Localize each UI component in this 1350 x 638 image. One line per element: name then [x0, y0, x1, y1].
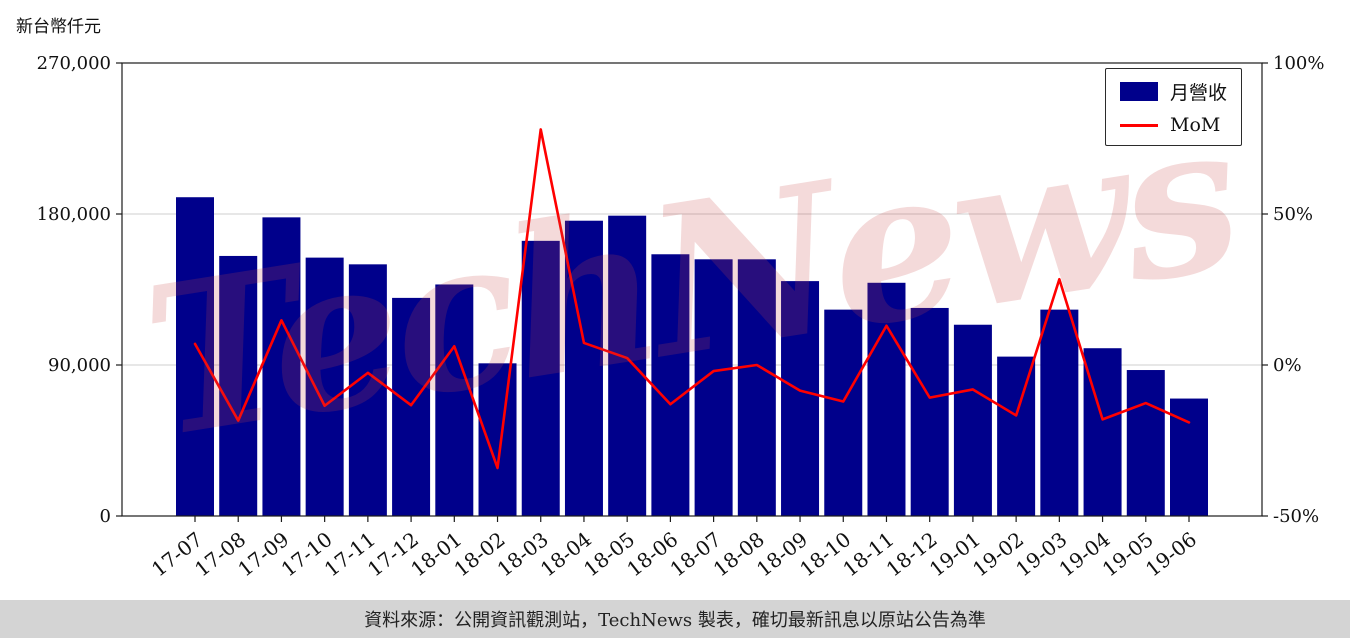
right-tick-label: 100% — [1273, 53, 1324, 74]
y-tick-label: 270,000 — [37, 53, 111, 74]
chart-svg: 090,000180,000270,000-50%0%50%100%17-071… — [37, 53, 1325, 581]
legend-label-revenue: 月營收 — [1169, 82, 1227, 104]
revenue-bar — [348, 264, 387, 516]
mom-line — [193, 128, 1191, 470]
revenue-bar — [997, 356, 1036, 516]
legend-label-mom: MoM — [1169, 114, 1221, 136]
revenue-bar — [608, 215, 647, 516]
revenue-bar — [435, 284, 474, 516]
revenue-bar — [867, 282, 906, 516]
legend-item-mom: MoM — [1119, 114, 1227, 136]
revenue-bar — [1040, 309, 1079, 516]
right-tick-label: 50% — [1273, 204, 1313, 225]
legend-item-revenue: 月營收 — [1119, 78, 1227, 105]
y-tick-label: 0 — [100, 506, 111, 527]
revenue-bar — [478, 363, 517, 516]
right-tick-label: -50% — [1273, 506, 1319, 527]
mom-swatch — [1119, 123, 1158, 127]
revenue-bar — [262, 217, 301, 516]
revenue-bar — [305, 257, 344, 516]
revenue-bar — [824, 309, 863, 516]
revenue-bar — [392, 297, 431, 516]
revenue-bar — [564, 220, 603, 516]
revenue-bar — [737, 259, 776, 516]
right-tick-label: 0% — [1273, 355, 1302, 376]
revenue-swatch — [1119, 82, 1158, 101]
y-tick-label: 90,000 — [48, 355, 111, 376]
y-tick-label: 180,000 — [37, 204, 111, 225]
revenue-bar — [651, 254, 690, 516]
revenue-bar — [781, 281, 820, 516]
revenue-bar — [953, 324, 992, 516]
revenue-bar — [694, 259, 733, 516]
legend: 月營收 MoM — [1104, 68, 1242, 146]
y-axis-title: 新台幣仟元 — [16, 17, 101, 37]
revenue-bar — [176, 197, 214, 516]
x-tick-label: 19-06 — [1141, 527, 1201, 581]
revenue-bar — [521, 240, 560, 516]
plot-frame — [121, 62, 1263, 517]
revenue-bar — [1126, 370, 1165, 516]
revenue-bar — [910, 307, 949, 516]
footer-note: 資料來源：公開資訊觀測站，TechNews 製表，確切最新訊息以原站公告為準 — [0, 600, 1350, 638]
revenue-bar — [219, 255, 258, 516]
